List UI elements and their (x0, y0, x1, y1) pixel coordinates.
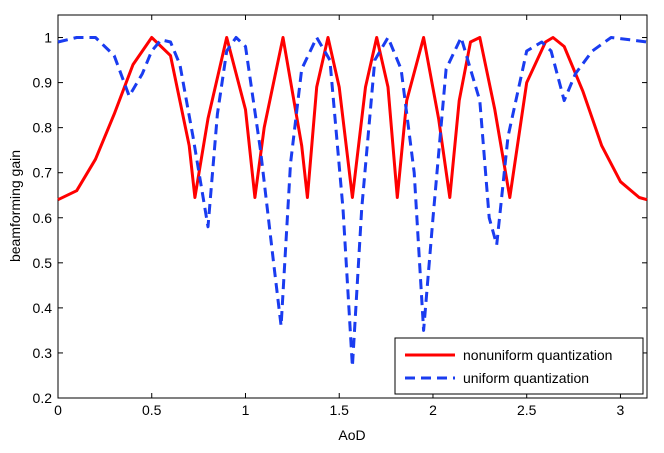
x-tick-label: 2 (429, 402, 437, 418)
x-tick-label: 1 (242, 402, 250, 418)
series-line-nonuniform (57, 36, 648, 202)
y-tick-label: 0.7 (33, 165, 53, 181)
x-tick-label: 0 (54, 402, 62, 418)
x-tick-label: 0.5 (142, 402, 162, 418)
ticks-layer: 0 0.5 1 1.5 2 2.5 3 0.2 0.3 0.4 0.5 0.6 0.7 0.8 0.9 1 (33, 15, 647, 418)
x-axis-label: AoD (338, 427, 365, 443)
x-tick-label: 3 (617, 402, 625, 418)
legend-label-uniform: uniform quantization (463, 370, 589, 386)
legend: nonuniform quantization uniform quantiza… (394, 337, 644, 395)
y-tick-label: 0.5 (33, 255, 53, 271)
y-tick-label: 0.3 (33, 345, 53, 361)
y-tick-label: 0.4 (33, 300, 53, 316)
plot-area (57, 14, 648, 399)
legend-box (394, 337, 644, 395)
y-tick-label: 0.8 (33, 120, 53, 136)
y-tick-label: 0.9 (33, 75, 53, 91)
y-tick-label: 0.6 (33, 210, 53, 226)
y-tick-label: 0.2 (33, 390, 53, 406)
series-line-uniform (57, 36, 648, 368)
y-tick-label: 1 (44, 30, 52, 46)
y-axis-label: beamforming gain (7, 150, 23, 262)
series-layer (57, 36, 648, 368)
x-tick-label: 2.5 (517, 402, 537, 418)
x-tick-label: 1.5 (329, 402, 349, 418)
legend-label-nonuniform: nonuniform quantization (463, 347, 612, 363)
